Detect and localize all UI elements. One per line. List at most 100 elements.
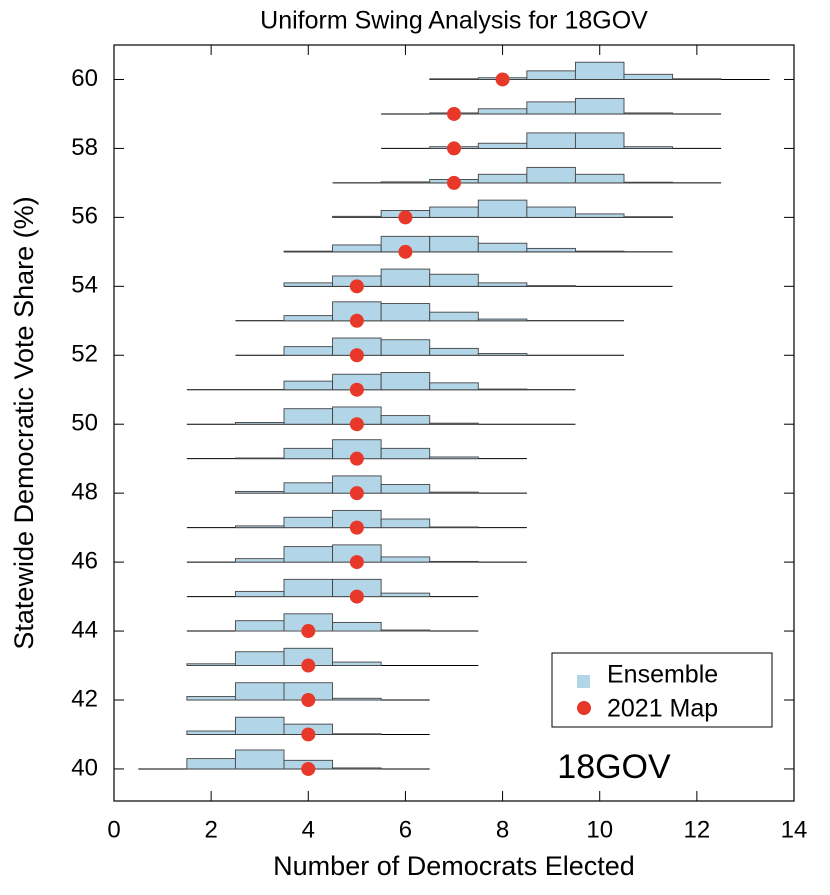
y-tick-label: 60 [71, 65, 98, 92]
ensemble-bin [574, 213, 625, 218]
ensemble-bin [283, 346, 334, 356]
ensemble-bin [477, 199, 528, 218]
ensemble-bin [380, 339, 431, 356]
y-tick-label: 46 [71, 547, 98, 574]
ensemble-bin [283, 546, 334, 563]
plot-frame [113, 44, 795, 802]
ensemble-bin [429, 560, 479, 563]
ensemble-bin [332, 621, 382, 632]
ensemble-bin [429, 382, 479, 391]
ensemble-bin [623, 216, 674, 218]
ensemble-bin [429, 422, 479, 425]
x-tick-label: 2 [204, 816, 217, 843]
ensemble-bin [477, 142, 528, 149]
ensemble-bin [526, 132, 576, 149]
legend-swatch [577, 675, 590, 688]
map-point [349, 589, 364, 604]
map-point [495, 72, 510, 87]
ensemble-bin [234, 716, 285, 735]
x-axis-label: Number of Democrats Elected [273, 851, 635, 881]
y-tick-label: 54 [71, 272, 98, 299]
ensemble-bin [574, 250, 625, 253]
ensemble-bin [283, 447, 334, 460]
ensemble-bin [186, 663, 236, 666]
y-tick-label: 48 [71, 478, 98, 505]
ensemble-bin [429, 78, 479, 80]
x-tick-label: 0 [107, 816, 120, 843]
map-point [301, 692, 316, 707]
ensemble-bin [526, 206, 576, 218]
map-point [301, 727, 316, 742]
map-point [349, 279, 364, 294]
x-tick-label: 6 [399, 816, 412, 843]
ensemble-bin [429, 235, 479, 253]
ensemble-bin [574, 61, 625, 80]
y-tick-label: 40 [71, 754, 98, 781]
x-tick-label: 12 [684, 816, 711, 843]
ensemble-bin [623, 181, 674, 184]
ensemble-bin [234, 682, 285, 701]
ensemble-bin [380, 629, 431, 632]
map-point [301, 658, 316, 673]
ensemble-bin [477, 242, 528, 253]
ensemble-bin [332, 733, 382, 735]
ensemble-bin [283, 282, 334, 287]
map-point [447, 106, 461, 121]
annotation: 18GOV [557, 748, 671, 786]
ensemble-bin [380, 484, 431, 494]
ensemble-bin [380, 268, 431, 287]
ensemble-bin [526, 285, 576, 287]
ensemble-bin [234, 749, 285, 770]
ensemble-bin [380, 181, 431, 184]
ensemble-bin [234, 525, 285, 529]
y-tick-label: 52 [71, 341, 98, 368]
ensemble-bin [429, 347, 479, 356]
ensemble-bin [429, 311, 479, 322]
ensemble-bin [283, 380, 334, 391]
y-tick-label: 42 [71, 685, 98, 712]
ensemble-bin [234, 558, 285, 563]
ensemble-bin [234, 590, 285, 598]
y-tick-label: 50 [71, 410, 98, 437]
ensemble-bin [283, 250, 334, 253]
map-point [301, 761, 316, 776]
ensemble-bin [283, 516, 334, 529]
ensemble-bin [380, 372, 431, 391]
ensemble-bin [477, 173, 528, 184]
ensemble-bin [623, 112, 674, 115]
map-point [349, 417, 364, 432]
ensemble-bin [332, 767, 382, 770]
ensemble-bin [380, 447, 431, 460]
ensemble-bin [283, 578, 334, 598]
legend-label: Ensemble [607, 661, 718, 689]
map-point [398, 210, 413, 225]
ensemble-bin [234, 620, 285, 632]
y-tick-label: 56 [71, 203, 98, 230]
ensemble-bin [477, 108, 528, 115]
map-point [301, 624, 316, 639]
x-tick-label: 8 [496, 816, 509, 843]
y-axis-label: Statewide Democratic Vote Share (%) [9, 196, 39, 649]
map-point [349, 555, 364, 570]
ensemble-bin [380, 592, 431, 598]
ensemble-bin [429, 206, 479, 218]
x-tick-label: 14 [781, 816, 808, 843]
legend-box [551, 652, 773, 728]
map-point [349, 520, 364, 535]
ensemble-bin [477, 282, 528, 287]
ensemble-bin [429, 526, 479, 529]
ensemble-bin [380, 415, 431, 425]
ensemble-bin [623, 146, 674, 149]
ensemble-bin [526, 101, 576, 115]
ensemble-bin [526, 70, 576, 80]
ensemble-bin [332, 244, 382, 253]
legend-swatch [577, 701, 591, 715]
ensemble-bin [332, 215, 382, 218]
ensemble-bin [574, 97, 625, 115]
ensemble-bin [234, 651, 285, 666]
ensemble-bin [234, 422, 285, 425]
map-point [349, 313, 364, 328]
map-point [349, 486, 364, 501]
map-point [398, 244, 413, 259]
map-point [447, 175, 461, 190]
